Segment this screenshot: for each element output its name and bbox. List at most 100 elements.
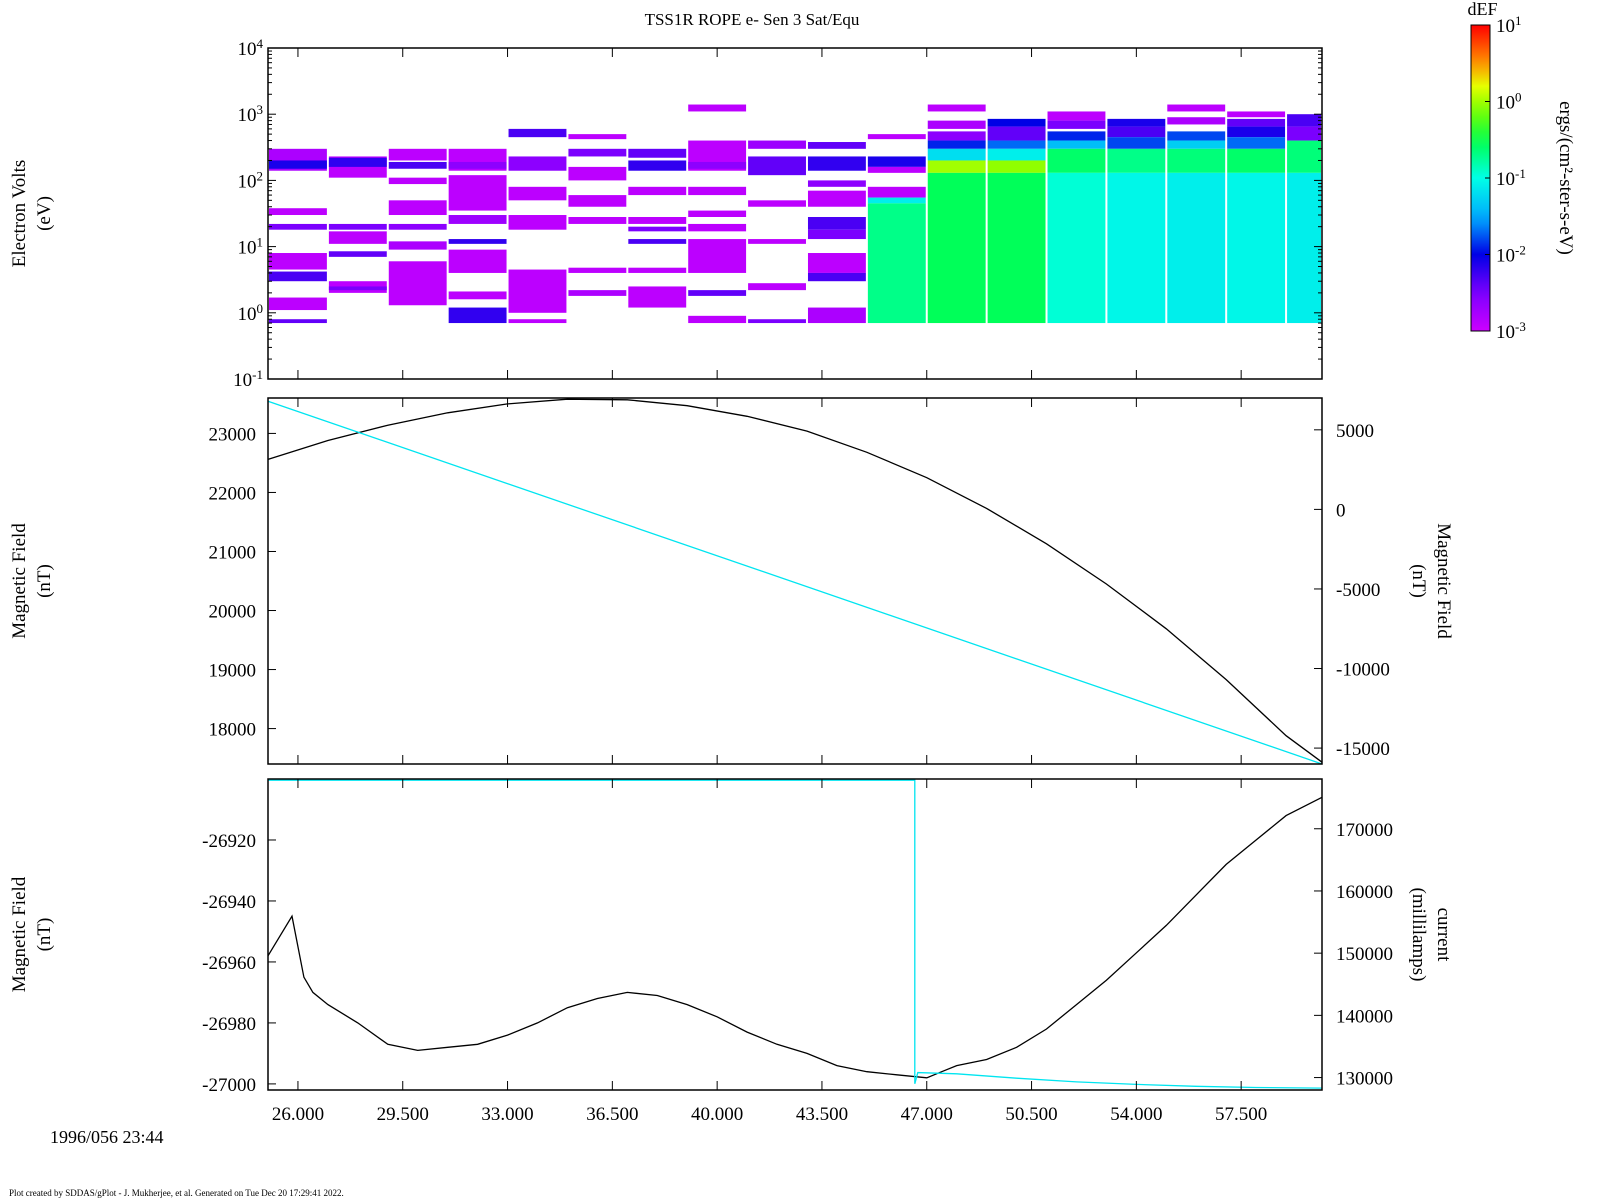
spectrogram-bin (688, 290, 747, 296)
spectrogram-bin (1227, 137, 1286, 149)
spectrogram-bin (807, 190, 866, 207)
y-tick-label: 101 (238, 235, 264, 259)
spectrogram-bin (1167, 117, 1226, 125)
spectrogram-bin (1107, 118, 1166, 127)
y-tick-label: 21000 (209, 542, 257, 563)
spectrogram-bin (748, 156, 806, 176)
y-tick-label: -26980 (202, 1014, 256, 1035)
y-axis-label-right: current (1433, 908, 1454, 963)
spectrogram-bin (807, 142, 866, 149)
spectrogram-bin (927, 104, 986, 112)
series-line-left-p3 (267, 796, 1323, 1079)
y-tick-label: -27000 (202, 1075, 256, 1096)
y-tick-label-right: -5000 (1336, 580, 1380, 601)
spectrogram-bin (688, 315, 747, 324)
spectrogram-bin (867, 166, 926, 173)
x-tick-label: 54.000 (1110, 1104, 1162, 1125)
panel2-frame (267, 397, 1323, 765)
spectrogram-bin (448, 239, 507, 244)
spectrogram-bin (388, 161, 447, 169)
spectrogram-bin (688, 223, 747, 232)
spectrogram-bin (388, 223, 447, 230)
spectrogram-bin (269, 297, 327, 311)
spectrogram-bin (628, 148, 687, 158)
spectrogram-bin (508, 128, 567, 138)
spectrogram-bin (448, 307, 507, 324)
spectrogram-bin (568, 134, 627, 140)
spectrogram-bin (927, 172, 986, 324)
spectrogram-bin (388, 261, 447, 306)
spectrogram-bin (927, 140, 986, 149)
spectrogram-bin (748, 283, 806, 291)
x-tick-label: 50.500 (1005, 1104, 1057, 1125)
spectrogram-bin (867, 156, 926, 167)
spectrogram-bin (688, 186, 747, 196)
spectrogram-bin (1227, 148, 1286, 173)
spectrogram-bin (1167, 140, 1226, 149)
spectrogram-bin (867, 197, 926, 204)
spectrogram-bin (628, 160, 687, 171)
spectrogram-bin (1167, 104, 1226, 112)
chart-title: TSS1R ROPE e- Sen 3 Sat/Equ (645, 10, 860, 29)
y-axis-label: Magnetic Field (9, 523, 30, 639)
x-tick-label: 26.000 (272, 1104, 324, 1125)
spectrogram-bin (388, 200, 447, 216)
spectrogram-bin (1047, 111, 1106, 121)
spectrogram-bin (807, 180, 866, 187)
x-tick-label: 43.500 (796, 1104, 848, 1125)
y-tick-label: 22000 (209, 483, 257, 504)
spectrogram-bin (508, 215, 567, 230)
spectrogram-bin (1107, 172, 1166, 324)
y-tick-label-right: 140000 (1336, 1006, 1393, 1027)
colorbar-tick-label: 100 (1496, 90, 1522, 114)
y-axis-label: Electron Volts (9, 160, 30, 268)
footer-credit: Plot created by SDDAS/gPlot - J. Mukherj… (9, 1188, 344, 1198)
colorbar-tick-label: 101 (1496, 13, 1522, 37)
spectrogram-bin (1227, 118, 1286, 127)
spectrogram-bin (269, 271, 327, 282)
y-tick-label: 104 (238, 36, 264, 60)
spectrogram-bin (807, 216, 866, 230)
y-axis-label: Magnetic Field (9, 876, 30, 992)
y-tick-label: 18000 (209, 720, 257, 741)
spectrogram-bin (1047, 120, 1106, 129)
y-axis-unit-right: (millilamps) (1408, 888, 1429, 982)
spectrogram-bin (628, 286, 687, 308)
spectrogram-bin (1287, 172, 1321, 324)
colorbar-tick-label: 10-3 (1496, 319, 1526, 343)
spectrogram-bin (1167, 172, 1226, 324)
spectrogram-bin (568, 148, 627, 157)
spectrogram-bin (748, 239, 806, 244)
y-axis-unit: (nT) (34, 918, 55, 952)
spectrogram-bin (1047, 131, 1106, 141)
y-axis-label-right: Magnetic Field (1433, 523, 1454, 639)
spectrogram-bin (508, 319, 567, 324)
y-tick-label-right: 170000 (1336, 820, 1393, 841)
spectrogram-bin (987, 148, 1046, 161)
spectrogram-bin (328, 286, 387, 291)
y-tick-label-right: 130000 (1336, 1069, 1393, 1090)
spectrogram-bin (388, 241, 447, 250)
spectrogram-bin (807, 156, 866, 171)
spectrogram-bin (867, 203, 926, 324)
y-tick-label: 10-1 (233, 367, 263, 391)
spectrogram-bin (628, 186, 687, 196)
spectrogram-bin (1227, 126, 1286, 138)
colorbar-label: ergs/(cm²-ster-s-eV) (1555, 101, 1576, 255)
spectrogram-bin (688, 161, 747, 169)
spectrogram-bin (269, 319, 327, 324)
y-axis-unit: (eV) (34, 196, 55, 231)
y-axis-unit-right: (nT) (1408, 564, 1429, 598)
y-tick-label: 19000 (209, 661, 257, 682)
spectrogram-bin (1047, 172, 1106, 324)
spectrogram-bin (628, 216, 687, 224)
x-tick-label: 40.000 (691, 1104, 743, 1125)
spectrogram-bin (269, 253, 327, 270)
spectrogram-bin (448, 291, 507, 300)
start-time-label: 1996/056 23:44 (50, 1127, 164, 1147)
series-line-right-p2 (267, 400, 1323, 765)
spectrogram-bin (269, 223, 327, 230)
spectrogram-bin (448, 249, 507, 273)
spectrogram-bin (748, 200, 806, 207)
spectrogram-bin (568, 216, 627, 224)
